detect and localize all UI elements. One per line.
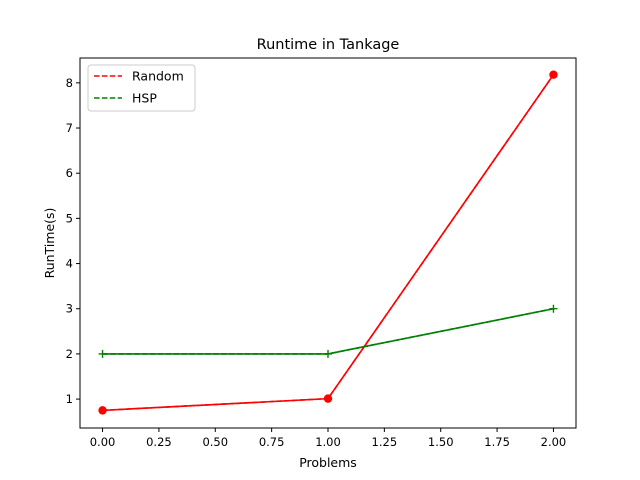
series-layer — [98, 70, 558, 415]
x-axis: 0.00 0.25 0.50 0.75 1.00 1.25 1.50 1.75 2.00 — [90, 428, 567, 449]
chart-title: Runtime in Tankage — [257, 37, 400, 53]
y-tick-label: 2 — [66, 347, 73, 361]
plot-area — [79, 57, 577, 429]
y-tick-label: 5 — [66, 211, 73, 225]
x-tick-label: 1.75 — [484, 435, 510, 449]
y-tick-label: 7 — [66, 121, 73, 135]
series-line-hsp — [102, 307, 554, 355]
x-tick-label: 0.50 — [202, 435, 228, 449]
data-point-random — [549, 70, 558, 79]
legend: Random HSP — [87, 64, 196, 112]
x-tick-label: 0.00 — [90, 435, 116, 449]
y-tick-label: 4 — [66, 257, 73, 271]
y-tick-label: 3 — [66, 302, 73, 316]
x-tick-label: 1.50 — [428, 435, 454, 449]
x-tick-label: 2.00 — [541, 435, 567, 449]
y-tick-label: 1 — [66, 392, 73, 406]
x-axis-label: Problems — [299, 455, 357, 470]
data-point-random — [323, 394, 333, 403]
data-point-hsp — [98, 349, 107, 358]
y-axis-label: RunTime(s) — [42, 208, 57, 279]
y-axis: 1 2 3 4 5 6 7 8 — [66, 76, 80, 406]
data-point-random — [98, 406, 107, 415]
series-line-random — [102, 74, 555, 412]
x-tick-label: 0.75 — [259, 435, 285, 449]
x-tick-label: 1.25 — [372, 435, 398, 449]
x-tick-label: 1.00 — [315, 435, 341, 449]
legend-label-random: Random — [132, 69, 184, 84]
legend-label-hsp: HSP — [132, 91, 157, 106]
x-tick-label: 0.25 — [146, 435, 172, 449]
y-tick-label: 8 — [66, 76, 73, 90]
series-dashed-line-hsp — [102, 307, 554, 355]
y-tick-label: 6 — [66, 166, 73, 180]
data-point-hsp — [549, 304, 558, 313]
data-point-hsp — [324, 349, 332, 358]
series-dashed-line-random — [102, 74, 555, 412]
